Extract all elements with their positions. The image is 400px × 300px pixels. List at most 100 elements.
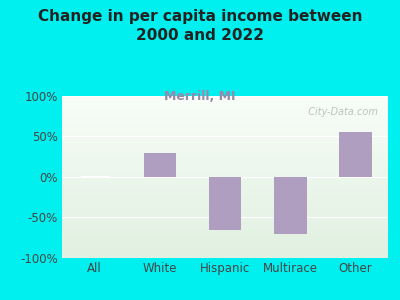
Bar (62, 98, 388, 99)
Bar (62, 238, 388, 239)
Bar (62, 116, 388, 117)
Bar (62, 207, 388, 208)
Bar (62, 225, 388, 226)
Bar (62, 113, 388, 114)
Bar (62, 149, 388, 150)
Bar (62, 114, 388, 115)
Bar (62, 219, 388, 220)
Bar (62, 234, 388, 235)
Bar (62, 139, 388, 140)
Text: Merrill, MI: Merrill, MI (164, 90, 236, 103)
Bar (62, 123, 388, 124)
Bar (62, 244, 388, 245)
Bar (62, 222, 388, 223)
Bar (62, 203, 388, 204)
Bar (62, 164, 388, 165)
Bar (62, 256, 388, 257)
Bar (62, 184, 388, 185)
Bar (62, 189, 388, 190)
Bar (62, 226, 388, 227)
Bar (62, 169, 388, 170)
Bar (62, 177, 388, 178)
Bar (62, 227, 388, 228)
Bar (62, 159, 388, 160)
Bar (62, 248, 388, 249)
Bar (62, 134, 388, 135)
Text: Change in per capita income between
2000 and 2022: Change in per capita income between 2000… (38, 9, 362, 43)
Bar (62, 172, 388, 173)
Bar (62, 157, 388, 158)
Bar (62, 228, 388, 229)
Bar (62, 246, 388, 247)
Bar (62, 197, 388, 198)
Bar (62, 126, 388, 127)
Bar (62, 102, 388, 103)
Bar (62, 106, 388, 107)
Bar (62, 213, 388, 214)
Bar (62, 168, 388, 169)
Bar (62, 124, 388, 125)
Bar (62, 162, 388, 163)
Bar (62, 208, 388, 209)
Text: City-Data.com: City-Data.com (302, 107, 378, 117)
Bar (209, 177, 241, 230)
Bar (62, 236, 388, 237)
Bar (62, 132, 388, 133)
Bar (62, 210, 388, 211)
Bar (62, 215, 388, 216)
Bar (62, 152, 388, 153)
Bar (62, 121, 388, 122)
Bar (62, 133, 388, 134)
Bar (62, 109, 388, 110)
Bar (62, 209, 388, 210)
Bar (62, 187, 388, 188)
Bar (62, 202, 388, 203)
Bar (62, 130, 388, 131)
Bar (62, 171, 388, 172)
Bar (62, 136, 388, 137)
Bar (62, 173, 388, 174)
Bar (62, 155, 388, 156)
Bar (339, 132, 372, 177)
Bar (62, 196, 388, 197)
Bar (62, 137, 388, 138)
Bar (62, 217, 388, 218)
Bar (62, 166, 388, 167)
Bar (62, 212, 388, 213)
Bar (62, 192, 388, 193)
Bar (62, 131, 388, 132)
Bar (62, 240, 388, 241)
Bar (62, 235, 388, 236)
Bar (62, 129, 388, 130)
Bar (62, 257, 388, 258)
Bar (62, 154, 388, 155)
Bar (62, 117, 388, 118)
Bar (62, 241, 388, 242)
Bar (62, 201, 388, 202)
Bar (62, 140, 388, 141)
Bar (62, 107, 388, 108)
Bar (62, 143, 388, 144)
Bar (62, 238, 388, 239)
Bar (62, 211, 388, 212)
Bar (62, 229, 388, 230)
Bar (62, 175, 388, 176)
Bar (62, 144, 388, 145)
Bar (62, 188, 388, 189)
Bar (62, 96, 388, 97)
Bar (62, 198, 388, 199)
Bar (62, 206, 388, 207)
Bar (62, 233, 388, 234)
Bar (62, 153, 388, 154)
Bar (62, 128, 388, 129)
Bar (62, 223, 388, 224)
Bar (62, 252, 388, 253)
Bar (62, 224, 388, 225)
Bar (62, 242, 388, 243)
Bar (62, 174, 388, 175)
Bar (62, 99, 388, 100)
Bar (62, 195, 388, 196)
Bar (62, 150, 388, 151)
Bar (62, 141, 388, 142)
Bar (62, 105, 388, 106)
